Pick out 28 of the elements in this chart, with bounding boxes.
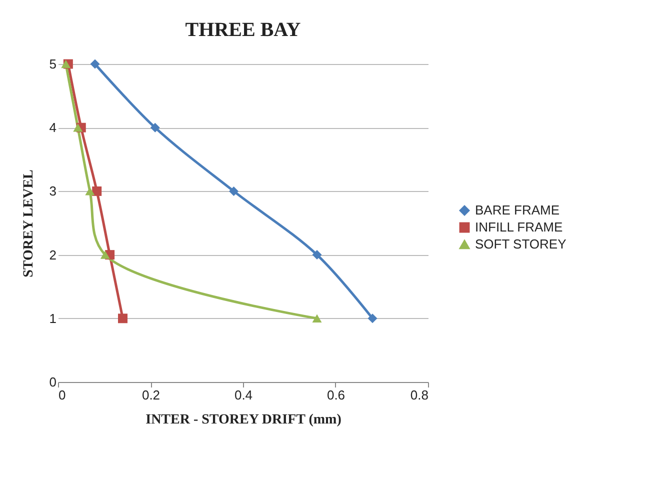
- legend-label: INFILL FRAME: [475, 220, 563, 234]
- x-tick-label: 0.8: [410, 388, 428, 402]
- point: [118, 314, 128, 324]
- x-tick-label: 0.6: [326, 388, 346, 402]
- point: [229, 186, 238, 196]
- x-axis-title: INTER - STOREY DRIFT (mm): [146, 412, 342, 428]
- y-tick-label: 4: [49, 120, 56, 136]
- x-tick-label: 0.2: [142, 388, 160, 402]
- x-tick-label: 0.4: [234, 388, 253, 402]
- point: [90, 59, 100, 69]
- point: [85, 187, 95, 196]
- y-axis-title: STOREY LEVEL: [21, 170, 36, 278]
- legend-label: BARE FRAME: [475, 202, 560, 218]
- y-tick-label: 2: [49, 247, 56, 262]
- point: [73, 123, 83, 132]
- point: [368, 314, 378, 324]
- y-tick-label: 0: [49, 374, 56, 390]
- point: [100, 250, 110, 259]
- point: [312, 250, 322, 260]
- y-tick-label: 3: [49, 184, 56, 199]
- legend-label: SOFT STOREY: [475, 236, 567, 252]
- chart-title: THREE BAY: [185, 19, 302, 41]
- x-tick-label: 0: [58, 388, 66, 402]
- point: [150, 122, 160, 132]
- point: [92, 186, 102, 196]
- y-tick-label: 5: [49, 56, 56, 72]
- y-tick-label: 1: [49, 310, 56, 326]
- point: [312, 314, 322, 323]
